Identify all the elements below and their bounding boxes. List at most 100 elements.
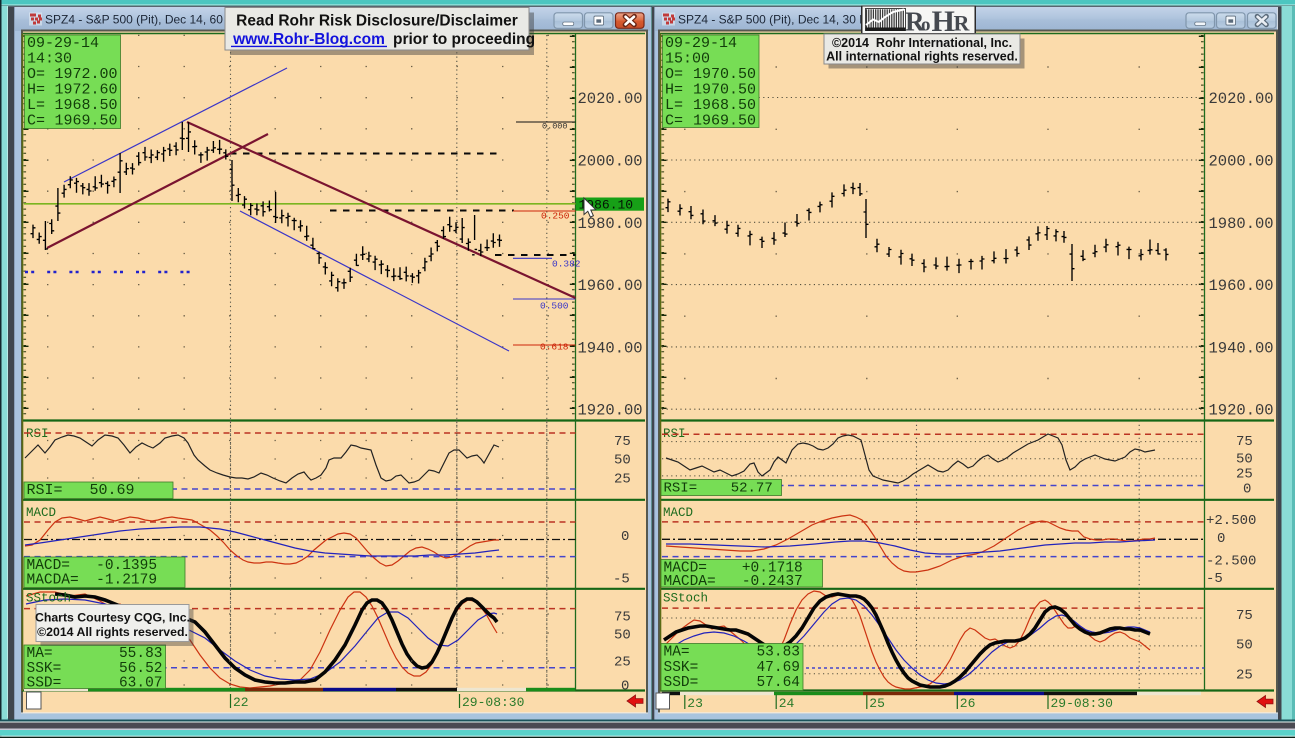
svg-text:50: 50 [1236, 638, 1253, 654]
svg-text:SStoch: SStoch [26, 592, 71, 606]
svg-text:57.64: 57.64 [756, 675, 800, 691]
svg-text:0.382: 0.382 [552, 259, 581, 270]
svg-text:SStoch: SStoch [663, 592, 708, 606]
svg-text:50: 50 [614, 628, 631, 644]
svg-text:1970.50: 1970.50 [693, 82, 756, 99]
svg-text:22: 22 [233, 695, 249, 710]
svg-text:25: 25 [869, 696, 885, 711]
svg-text:2020.00: 2020.00 [578, 90, 643, 108]
svg-text:15:00: 15:00 [665, 51, 710, 68]
svg-text:0.500: 0.500 [540, 301, 569, 312]
svg-text:-5: -5 [1206, 571, 1223, 587]
svg-text:O=: O= [27, 66, 45, 83]
svg-text:1980.00: 1980.00 [578, 215, 643, 233]
svg-text:L=: L= [27, 97, 45, 114]
svg-text:MA=: MA= [27, 646, 53, 662]
svg-text:O=: O= [665, 66, 683, 83]
svg-text:1920.00: 1920.00 [1209, 402, 1274, 420]
svg-text:©2014 Rohr International, Inc: ©2014 Rohr International, Inc. [832, 36, 1012, 50]
svg-text:1980.00: 1980.00 [1209, 215, 1274, 233]
svg-text:R: R [905, 7, 925, 37]
svg-text:0: 0 [621, 679, 629, 695]
svg-text:RSI= 50.69: RSI= 50.69 [27, 482, 135, 499]
svg-text:1969.50: 1969.50 [54, 113, 117, 130]
svg-text:1960.00: 1960.00 [1209, 277, 1274, 295]
svg-text:MACD: MACD [26, 506, 56, 520]
svg-text:75: 75 [1236, 608, 1253, 624]
svg-text:1968.50: 1968.50 [693, 97, 756, 114]
svg-text:25: 25 [614, 655, 631, 671]
svg-text:MACDA= -0.2437: MACDA= -0.2437 [664, 574, 803, 590]
svg-text:24: 24 [779, 696, 795, 711]
svg-text:©2014 All rights reserved.: ©2014 All rights reserved. [37, 625, 188, 639]
svg-text:1970.50: 1970.50 [693, 66, 756, 83]
svg-text:H=: H= [665, 82, 683, 99]
svg-text:SSD=: SSD= [664, 675, 699, 691]
svg-text:63.07: 63.07 [119, 675, 163, 691]
svg-text:29-08:30: 29-08:30 [462, 695, 524, 710]
svg-text:SSK=: SSK= [664, 660, 699, 676]
svg-text:C=: C= [665, 113, 683, 130]
svg-text:75: 75 [1236, 434, 1253, 450]
svg-text:29-08:30: 29-08:30 [1051, 696, 1113, 711]
svg-text:RSI= 52.77: RSI= 52.77 [664, 481, 773, 497]
svg-text:2000.00: 2000.00 [578, 153, 643, 171]
svg-text:+2.500: +2.500 [1206, 513, 1256, 529]
svg-text:09-29-14: 09-29-14 [665, 35, 737, 52]
svg-text:SPZ4 - S&P 500 (Pit), Dec 14,: SPZ4 - S&P 500 (Pit), Dec 14, 60 Min [45, 13, 246, 27]
svg-text:Read Rohr Risk Disclosure/Disc: Read Rohr Risk Disclosure/Disclaimer [236, 13, 518, 30]
svg-text:75: 75 [614, 434, 631, 450]
svg-text:0: 0 [1243, 481, 1251, 497]
svg-text:SPZ4 - S&P 500 (Pit), Dec 14,: SPZ4 - S&P 500 (Pit), Dec 14, 30 Min [678, 13, 879, 27]
svg-text:25: 25 [1236, 668, 1253, 684]
svg-text:55.83: 55.83 [119, 646, 163, 662]
svg-text:2000.00: 2000.00 [1209, 153, 1274, 171]
svg-text:1972.60: 1972.60 [54, 82, 117, 99]
svg-text:Charts Courtesy CQG, Inc.: Charts Courtesy CQG, Inc. [35, 611, 190, 625]
svg-text:56.52: 56.52 [119, 661, 163, 677]
svg-text:47.69: 47.69 [756, 660, 800, 676]
svg-text:H: H [932, 5, 955, 38]
svg-text:o: o [921, 15, 931, 36]
svg-text:1960.00: 1960.00 [578, 277, 643, 295]
svg-text:MACD= -0.1395: MACD= -0.1395 [27, 558, 158, 574]
svg-text:SSK=: SSK= [27, 661, 62, 677]
svg-text:50: 50 [614, 453, 631, 469]
svg-text:1969.50: 1969.50 [693, 113, 756, 130]
svg-text:www.Rohr-Blog.com: www.Rohr-Blog.com [232, 31, 385, 48]
svg-text:R: R [954, 11, 971, 36]
svg-text:1972.00: 1972.00 [54, 66, 117, 83]
svg-text:0.250: 0.250 [541, 211, 570, 222]
svg-text:26: 26 [960, 696, 976, 711]
svg-text:09-29-14: 09-29-14 [27, 35, 99, 52]
svg-text:H=: H= [27, 82, 45, 99]
svg-text:C=: C= [27, 113, 45, 130]
svg-text:0: 0 [1217, 531, 1225, 547]
svg-text:MACD: MACD [663, 506, 693, 520]
svg-text:50: 50 [1236, 451, 1253, 467]
svg-text:SSD=: SSD= [27, 675, 62, 691]
svg-text:1920.00: 1920.00 [578, 402, 643, 420]
svg-text:25: 25 [614, 472, 631, 488]
svg-text:All international rights reser: All international rights reserved. [826, 50, 1018, 64]
svg-text:RSI: RSI [26, 427, 49, 441]
svg-text:L=: L= [665, 97, 683, 114]
svg-text:MA=: MA= [664, 645, 690, 661]
svg-text:23: 23 [687, 696, 703, 711]
svg-text:prior to proceeding: prior to proceeding [393, 31, 535, 48]
svg-text:1940.00: 1940.00 [1209, 339, 1274, 357]
svg-text:0: 0 [621, 529, 629, 545]
svg-text:MACD= +0.1718: MACD= +0.1718 [664, 561, 803, 577]
svg-text:0.000: 0.000 [542, 122, 568, 132]
svg-text:0.618: 0.618 [540, 342, 569, 353]
svg-text:53.83: 53.83 [756, 645, 800, 661]
svg-text:-5: -5 [613, 572, 630, 588]
svg-text:1940.00: 1940.00 [578, 339, 643, 357]
svg-text:2020.00: 2020.00 [1209, 90, 1274, 108]
svg-text:25: 25 [1236, 467, 1253, 483]
svg-text:MACDA= -1.2179: MACDA= -1.2179 [27, 572, 158, 588]
svg-text:-2.500: -2.500 [1206, 553, 1256, 569]
svg-text:14:30: 14:30 [27, 51, 72, 68]
svg-text:1968.50: 1968.50 [54, 97, 117, 114]
svg-text:75: 75 [614, 610, 631, 626]
